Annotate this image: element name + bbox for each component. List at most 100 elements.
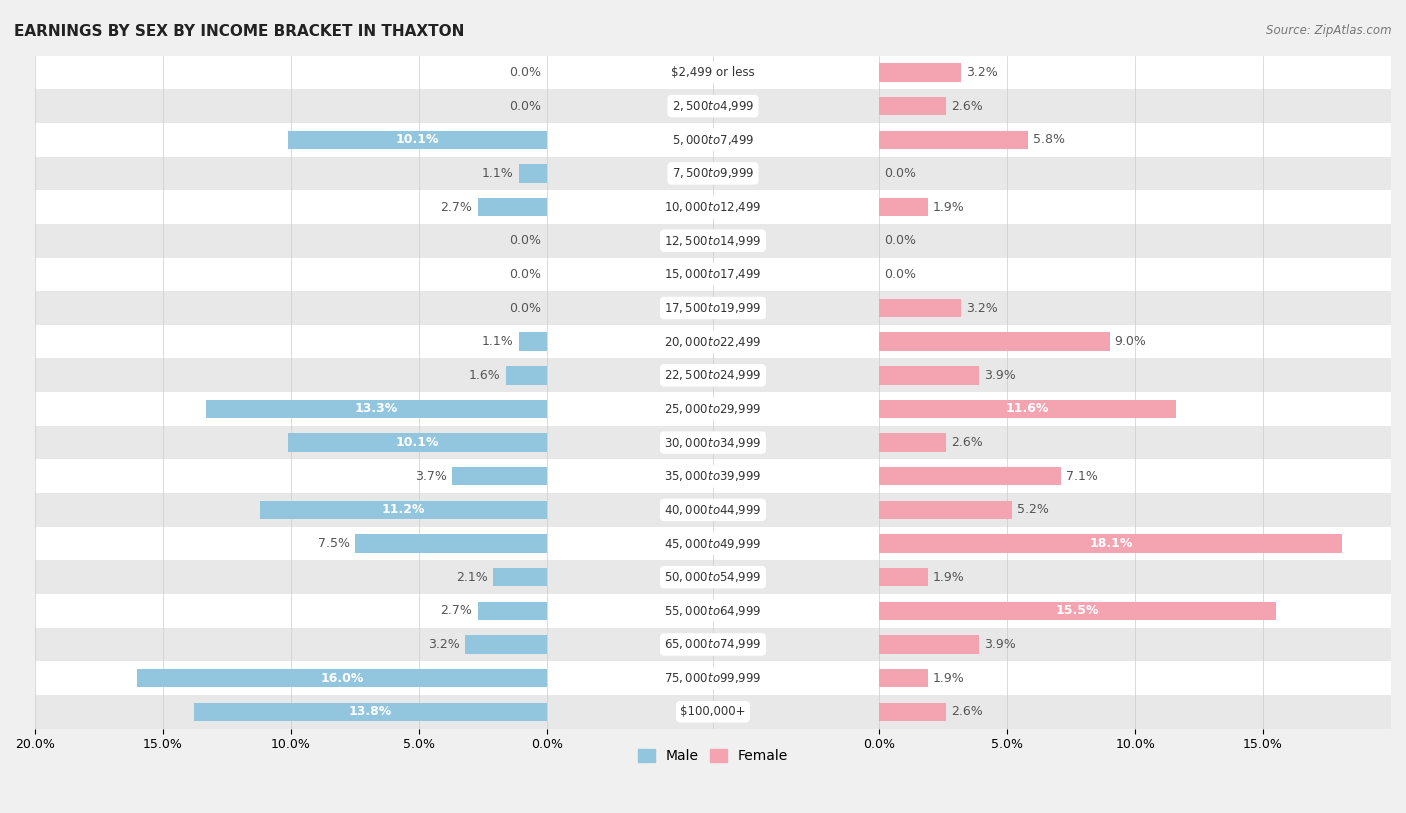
Text: $25,000 to $29,999: $25,000 to $29,999 xyxy=(665,402,762,416)
Bar xyxy=(35,594,1391,628)
Bar xyxy=(879,97,946,115)
Bar xyxy=(35,459,1391,493)
Text: $22,500 to $24,999: $22,500 to $24,999 xyxy=(664,368,762,382)
Text: 0.0%: 0.0% xyxy=(884,234,917,247)
Text: 0.0%: 0.0% xyxy=(884,267,917,280)
Text: 0.0%: 0.0% xyxy=(509,234,541,247)
Text: $100,000+: $100,000+ xyxy=(681,706,745,718)
Bar xyxy=(35,258,1391,291)
Bar xyxy=(478,198,547,216)
Text: 7.5%: 7.5% xyxy=(318,537,350,550)
Text: $17,500 to $19,999: $17,500 to $19,999 xyxy=(664,301,762,315)
Bar xyxy=(879,131,1028,149)
Text: $65,000 to $74,999: $65,000 to $74,999 xyxy=(664,637,762,651)
Text: 0.0%: 0.0% xyxy=(509,100,541,113)
Text: 7.1%: 7.1% xyxy=(1066,470,1098,483)
Bar xyxy=(35,628,1391,661)
Bar xyxy=(519,164,547,183)
Text: 1.9%: 1.9% xyxy=(934,201,965,214)
Bar xyxy=(494,568,547,586)
Text: 9.0%: 9.0% xyxy=(1115,335,1146,348)
Text: $5,000 to $7,499: $5,000 to $7,499 xyxy=(672,133,754,147)
Text: 1.1%: 1.1% xyxy=(482,167,513,180)
Bar xyxy=(879,198,928,216)
Bar xyxy=(506,366,547,385)
Text: 3.9%: 3.9% xyxy=(984,369,1017,382)
Text: $30,000 to $34,999: $30,000 to $34,999 xyxy=(664,436,762,450)
Bar xyxy=(35,527,1391,560)
Text: $15,000 to $17,499: $15,000 to $17,499 xyxy=(664,267,762,281)
Bar xyxy=(207,400,547,418)
Bar xyxy=(35,55,1391,89)
Bar xyxy=(879,534,1343,553)
Bar xyxy=(35,157,1391,190)
Bar xyxy=(35,695,1391,728)
Bar xyxy=(879,366,979,385)
Text: 13.8%: 13.8% xyxy=(349,706,392,718)
Bar xyxy=(354,534,547,553)
Bar xyxy=(288,131,547,149)
Text: $50,000 to $54,999: $50,000 to $54,999 xyxy=(664,570,762,585)
Bar xyxy=(879,602,1275,620)
Text: 13.3%: 13.3% xyxy=(354,402,398,415)
Text: 0.0%: 0.0% xyxy=(509,302,541,315)
Text: 0.0%: 0.0% xyxy=(509,66,541,79)
Bar xyxy=(879,501,1012,520)
Text: 3.2%: 3.2% xyxy=(966,302,998,315)
Bar xyxy=(35,123,1391,157)
Bar xyxy=(879,63,962,82)
Text: $55,000 to $64,999: $55,000 to $64,999 xyxy=(664,604,762,618)
Text: 11.2%: 11.2% xyxy=(381,503,425,516)
Text: 11.6%: 11.6% xyxy=(1005,402,1049,415)
Bar xyxy=(519,333,547,351)
Text: 2.1%: 2.1% xyxy=(456,571,488,584)
Text: 10.1%: 10.1% xyxy=(395,436,439,449)
Bar xyxy=(35,560,1391,594)
Text: 2.7%: 2.7% xyxy=(440,201,472,214)
Text: 2.6%: 2.6% xyxy=(950,436,983,449)
Bar xyxy=(194,702,547,721)
Bar xyxy=(879,702,946,721)
Text: 18.1%: 18.1% xyxy=(1090,537,1132,550)
Legend: Male, Female: Male, Female xyxy=(633,744,793,769)
Bar xyxy=(35,359,1391,392)
Bar xyxy=(35,426,1391,459)
Text: $45,000 to $49,999: $45,000 to $49,999 xyxy=(664,537,762,550)
Bar xyxy=(35,325,1391,359)
Bar xyxy=(879,669,928,687)
Bar xyxy=(288,433,547,452)
Bar xyxy=(35,661,1391,695)
Text: $2,499 or less: $2,499 or less xyxy=(671,66,755,79)
Text: $10,000 to $12,499: $10,000 to $12,499 xyxy=(664,200,762,214)
Text: 0.0%: 0.0% xyxy=(884,167,917,180)
Bar xyxy=(879,635,979,654)
Text: $75,000 to $99,999: $75,000 to $99,999 xyxy=(664,672,762,685)
Bar xyxy=(35,224,1391,258)
Text: 1.9%: 1.9% xyxy=(934,571,965,584)
Text: $35,000 to $39,999: $35,000 to $39,999 xyxy=(664,469,762,483)
Text: 2.6%: 2.6% xyxy=(950,706,983,718)
Bar xyxy=(138,669,547,687)
Bar xyxy=(879,298,962,317)
Bar xyxy=(879,467,1062,485)
Bar xyxy=(478,602,547,620)
Bar xyxy=(879,433,946,452)
Bar xyxy=(879,333,1109,351)
Text: 1.9%: 1.9% xyxy=(934,672,965,685)
Text: 0.0%: 0.0% xyxy=(509,267,541,280)
Text: 1.1%: 1.1% xyxy=(482,335,513,348)
Bar xyxy=(35,392,1391,426)
Text: 16.0%: 16.0% xyxy=(321,672,364,685)
Text: 5.2%: 5.2% xyxy=(1018,503,1049,516)
Text: Source: ZipAtlas.com: Source: ZipAtlas.com xyxy=(1267,24,1392,37)
Text: $20,000 to $22,499: $20,000 to $22,499 xyxy=(664,335,762,349)
Text: 3.2%: 3.2% xyxy=(966,66,998,79)
Text: 5.8%: 5.8% xyxy=(1033,133,1064,146)
Text: 10.1%: 10.1% xyxy=(395,133,439,146)
Text: 2.7%: 2.7% xyxy=(440,604,472,617)
Bar xyxy=(35,190,1391,224)
Bar xyxy=(260,501,547,520)
Bar xyxy=(35,291,1391,325)
Bar xyxy=(879,400,1175,418)
Text: $12,500 to $14,999: $12,500 to $14,999 xyxy=(664,233,762,248)
